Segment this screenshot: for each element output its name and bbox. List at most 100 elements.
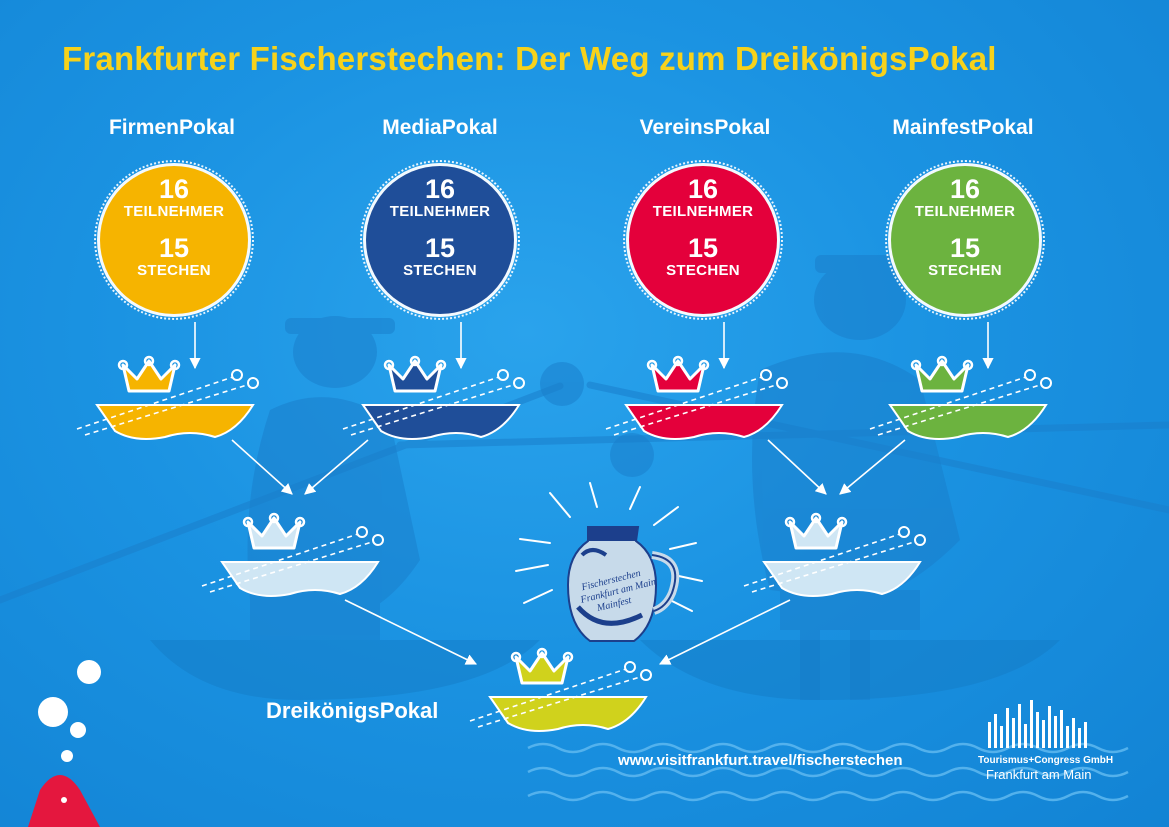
cup-name-firmen: FirmenPokal	[108, 116, 236, 139]
crown-icon	[914, 359, 970, 393]
participants-count: 16	[687, 174, 719, 204]
lance-tip	[624, 661, 636, 673]
circle-vereins: 16 TEILNEHMER 15 STECHEN	[623, 160, 783, 320]
crown-icon	[650, 359, 706, 393]
lance-line	[76, 376, 234, 430]
lance-line	[605, 376, 763, 430]
tcf-logo	[988, 700, 1087, 748]
boat-silhouettes	[150, 640, 1060, 700]
participants-label: TEILNEHMER	[123, 203, 225, 220]
bracket-arrow	[344, 599, 478, 665]
bubbles	[38, 660, 101, 762]
crown-jewel	[294, 516, 306, 528]
lance-line	[869, 376, 1027, 430]
lance-line	[350, 384, 514, 436]
lance-tip	[372, 534, 384, 546]
participants-label: TEILNEHMER	[652, 203, 754, 220]
jousts-label: STECHEN	[403, 262, 477, 279]
lance-tip	[898, 526, 910, 538]
boat-2	[605, 355, 788, 440]
cup-name-media: MediaPokal	[382, 116, 498, 139]
lance-line	[84, 384, 248, 436]
jug-rays	[515, 482, 703, 612]
lance-line	[477, 676, 641, 728]
lance-tip	[914, 534, 926, 546]
crown-icon	[121, 359, 177, 393]
crown-jewel	[169, 359, 181, 371]
lance-tip	[776, 377, 788, 389]
lance-tip	[497, 369, 509, 381]
participants-count: 16	[949, 174, 981, 204]
lance-tip	[640, 669, 652, 681]
jousts-count: 15	[687, 233, 719, 263]
crown-jewel	[536, 647, 548, 659]
crown-icon	[246, 516, 302, 550]
lance-line	[877, 384, 1041, 436]
lance-line	[613, 384, 777, 436]
crown-icon	[788, 516, 844, 550]
crown-jewel	[117, 359, 129, 371]
boat-hull	[361, 404, 521, 440]
water-waves	[527, 742, 1129, 802]
poster-title: Frankfurter Fischerstechen: Der Weg zum …	[62, 40, 997, 77]
crown-jewel	[836, 516, 848, 528]
crown-icon	[387, 359, 443, 393]
boats-layer	[76, 355, 1052, 732]
boat-hull	[488, 696, 648, 732]
crown-jewel	[810, 512, 822, 524]
lance-tip	[356, 526, 368, 538]
participants-label: TEILNEHMER	[389, 203, 491, 220]
lance-tip	[247, 377, 259, 389]
website-url[interactable]: www.visitfrankfurt.travel/fischerstechen	[618, 752, 903, 769]
boat-hull	[220, 561, 380, 597]
crown-jewel	[510, 651, 522, 663]
crown-jewel	[910, 359, 922, 371]
crown-jewel	[435, 359, 447, 371]
lance-tip	[231, 369, 243, 381]
lance-line	[469, 668, 627, 722]
lance-line	[201, 533, 359, 587]
boat-hull	[888, 404, 1048, 440]
bracket-arrow	[658, 599, 791, 665]
boat-1	[342, 355, 525, 440]
crown-jewel	[242, 516, 254, 528]
crown-jewel	[562, 651, 574, 663]
lance-line	[751, 541, 915, 593]
boat-semifinal-right	[743, 512, 926, 597]
bracket-arrow	[767, 439, 827, 495]
circle-media: 16 TEILNEHMER 15 STECHEN	[360, 160, 520, 320]
boat-final	[469, 647, 652, 732]
crown-jewel	[672, 355, 684, 367]
boat-hull	[95, 404, 255, 440]
boat-0	[76, 355, 259, 440]
lance-line	[743, 533, 901, 587]
crown-jewel	[268, 512, 280, 524]
bracket-arrow	[839, 439, 906, 495]
participants-label: TEILNEHMER	[914, 203, 1016, 220]
lance-tip	[1024, 369, 1036, 381]
jousts-label: STECHEN	[137, 262, 211, 279]
boat-3	[869, 355, 1052, 440]
circle-firmen: 16 TEILNEHMER 15 STECHEN	[94, 160, 254, 320]
participants-count: 16	[424, 174, 456, 204]
crown-jewel	[936, 355, 948, 367]
jousts-count: 15	[158, 233, 190, 263]
circle-mainfest: 16 TEILNEHMER 15 STECHEN	[885, 160, 1045, 320]
fish-eye	[61, 797, 67, 803]
boat-hull	[624, 404, 784, 440]
crown-jewel	[698, 359, 710, 371]
jousts-label: STECHEN	[666, 262, 740, 279]
participants-count: 16	[158, 174, 190, 204]
logo-company-name: Tourismus+Congress GmbH	[978, 755, 1114, 766]
cup-name-vereins: VereinsPokal	[639, 116, 771, 139]
lance-line	[209, 541, 373, 593]
boat-semifinal-left	[201, 512, 384, 597]
lance-tip	[513, 377, 525, 389]
final-cup-label: DreikönigsPokal	[266, 698, 439, 723]
jousts-count: 15	[949, 233, 981, 263]
crown-jewel	[383, 359, 395, 371]
bracket-arrow	[231, 439, 293, 495]
crown-jewel	[143, 355, 155, 367]
